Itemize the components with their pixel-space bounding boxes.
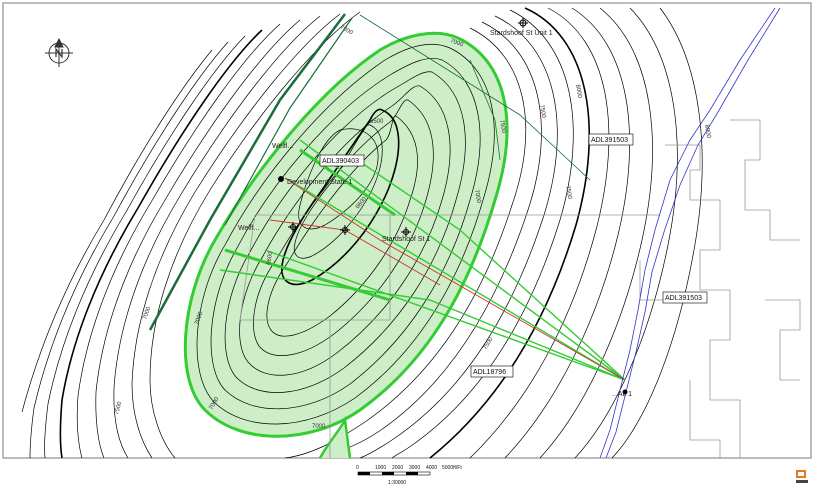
scale-ratio: 1:30000 [388,480,406,486]
lease-box-bottom [470,365,514,378]
contour-label: 7000 [194,310,204,325]
well-symbol-top [518,18,528,28]
field-area [185,33,507,437]
contour-lines [196,43,495,425]
outer-contours [21,7,703,459]
lease-label-bottom: ADL18796 [473,369,506,376]
lease-box-top [588,133,634,146]
contour-label: 7500 [538,104,546,119]
contour-label: 8000 [574,84,582,99]
well-symbol-right [401,227,411,237]
label-well-lower-left: Welfl... [238,225,259,232]
logo-icon [796,470,808,483]
contour-label: 6500 [370,119,384,125]
lease-label-top: ADL391503 [591,137,628,144]
contour-label: 7500 [114,400,123,415]
fault-lines [148,13,591,331]
north-arrow-icon [45,37,73,67]
label-development-state: Development State 1 [287,179,352,186]
scale-tick: 4000 [426,465,437,471]
label-stardshoof-st: Stardshoof St 1 [382,236,430,243]
contour-label: 7000 [142,305,152,320]
scale-tick: 0 [356,465,359,471]
label-stardshoof-unit: Stardshoof St Unit 1 [490,30,553,37]
scale-tick: 1000 [375,465,386,471]
scale-tick: 3000 [409,465,420,471]
field-outline [183,31,509,438]
coastline [599,7,781,459]
contour-label: 8000 [703,124,711,139]
well-symbol-center [340,225,350,235]
contour-label: 7000 [449,38,464,48]
contour-label: 7500 [498,119,506,134]
scale-tick: 2000 [392,465,403,471]
contour-label: 6600 [266,251,274,266]
well-symbol-left [288,222,298,232]
lease-label-center: ADL390403 [322,158,359,165]
contour-label: 7000 [312,424,326,430]
well-markers [278,18,628,395]
scale-tick: 5000ft/Ft [442,465,462,471]
lease-label-right: ADL391503 [665,295,702,302]
label-offshore-well: ...AL 1 [612,391,632,398]
label-well-upper-left: Welfl... [272,143,293,150]
lease-box-center [319,154,365,167]
drill-fan [219,139,626,381]
lease-box-right [662,291,708,304]
fan-thick-2 [224,248,391,302]
field-extension [318,415,352,459]
scale-bar: 0 1000 2000 3000 4000 5000ft/Ft 1:30000 [356,465,462,486]
contour-label: 7500 [564,185,572,200]
fan-thick-1 [299,148,396,217]
contour-label: 7000 [473,189,481,204]
well-dot-offshore [622,389,628,395]
well-dot-dev [278,176,284,182]
